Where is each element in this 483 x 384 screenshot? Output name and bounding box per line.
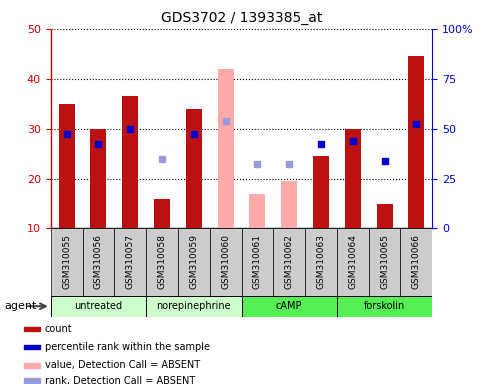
Bar [186,109,202,228]
Bar [305,228,337,296]
Bar [24,326,40,331]
Text: value, Detection Call = ABSENT: value, Detection Call = ABSENT [45,360,200,370]
Text: GSM310058: GSM310058 [157,234,167,289]
Bar [337,296,432,317]
Text: GSM310056: GSM310056 [94,234,103,289]
Bar [51,228,83,296]
Text: cAMP: cAMP [276,301,302,311]
Bar [24,378,40,383]
Text: GSM310065: GSM310065 [380,234,389,289]
Bar [58,104,74,228]
Bar [122,96,138,228]
Text: GSM310064: GSM310064 [348,234,357,289]
Text: GSM310059: GSM310059 [189,234,199,289]
Bar [218,69,234,228]
Bar [409,56,425,228]
Bar [369,228,400,296]
Bar [273,228,305,296]
Bar [146,228,178,296]
Text: percentile rank within the sample: percentile rank within the sample [45,342,210,352]
Bar [281,181,297,228]
Bar [210,228,242,296]
Text: GDS3702 / 1393385_at: GDS3702 / 1393385_at [161,11,322,25]
Bar [146,296,242,317]
Bar [345,129,361,228]
Bar [249,194,265,228]
Text: norepinephrine: norepinephrine [156,301,231,311]
Text: GSM310066: GSM310066 [412,234,421,289]
Bar [377,204,393,228]
Text: GSM310061: GSM310061 [253,234,262,289]
Bar [83,228,114,296]
Text: GSM310060: GSM310060 [221,234,230,289]
Text: agent: agent [5,301,37,311]
Bar [51,296,146,317]
Text: GSM310062: GSM310062 [284,234,294,289]
Text: forskolin: forskolin [364,301,405,311]
Bar [178,228,210,296]
Text: GSM310057: GSM310057 [126,234,135,289]
Text: GSM310055: GSM310055 [62,234,71,289]
Bar [154,199,170,228]
Bar [242,296,337,317]
Bar [90,129,106,228]
Bar [24,345,40,349]
Bar [313,156,329,228]
Bar [114,228,146,296]
Text: untreated: untreated [74,301,123,311]
Bar [242,228,273,296]
Text: GSM310063: GSM310063 [316,234,326,289]
Bar [337,228,369,296]
Text: rank, Detection Call = ABSENT: rank, Detection Call = ABSENT [45,376,195,384]
Bar [24,363,40,367]
Bar [400,228,432,296]
Text: count: count [45,324,72,334]
